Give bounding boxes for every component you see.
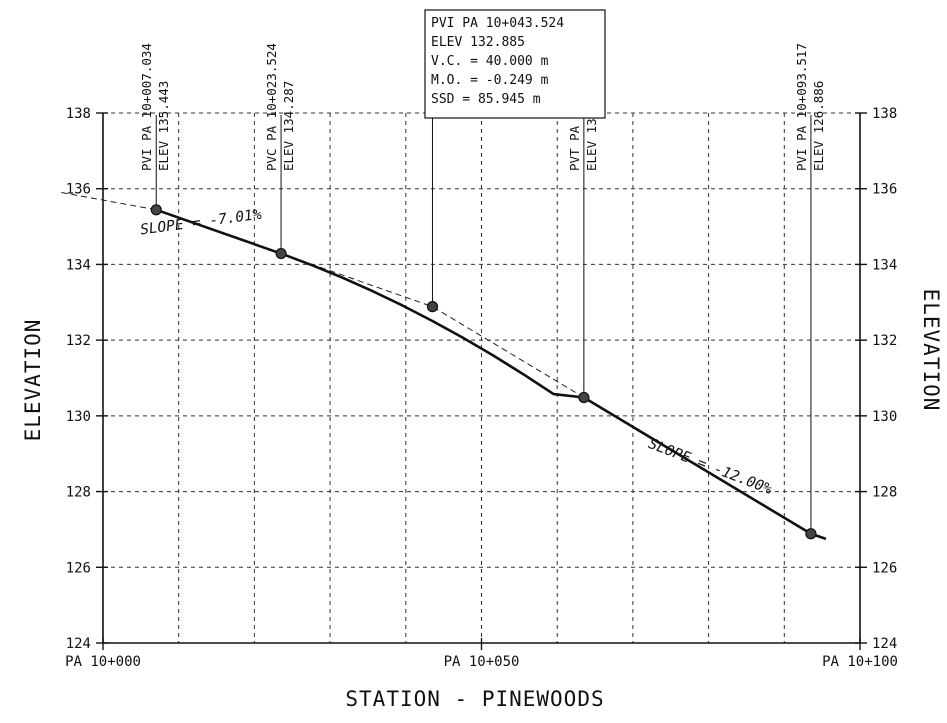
y-tick-label-left: 132 — [66, 333, 91, 349]
y-tick-label-right: 138 — [872, 106, 897, 122]
x-tick-label: PA 10+050 — [444, 654, 520, 670]
y-tick-label-right: 134 — [872, 257, 897, 273]
profile-point-pvc — [275, 247, 287, 260]
y-tick-label-left: 126 — [66, 560, 91, 576]
y-tick-label-right: 136 — [872, 182, 897, 198]
y-tick-label-left: 130 — [66, 409, 91, 425]
x-axis-title: STATION - PINEWOODS — [345, 687, 604, 711]
annotation-elevation: ELEV 126.886 — [811, 81, 826, 171]
annotation-station: PVI PA 10+093.517 — [794, 43, 809, 171]
profile-points — [150, 204, 817, 540]
profile-line — [155, 208, 827, 541]
info-box — [424, 9, 606, 119]
annotation-station: PVC PA 10+023.524 — [264, 43, 279, 171]
grid-lines — [103, 112, 860, 643]
annotation-elevation: ELEV 135.443 — [156, 81, 171, 171]
annotations: PVI PA 10+007.034 ELEV 135.443 PVC PA 10+0… — [139, 9, 826, 534]
profile-lines — [61, 192, 827, 541]
annotation-station: PVI PA 10+007.034 — [139, 43, 154, 171]
profile-point-pvi — [805, 528, 817, 540]
profile-point-pvi — [426, 301, 439, 313]
y-tick-label-right: 132 — [872, 333, 897, 349]
y-tick-label-right: 130 — [872, 409, 897, 425]
info-box-line: ELEV 132.885 — [431, 35, 525, 50]
tangent-line — [61, 192, 823, 538]
info-box-line: SSD = 85.945 m — [431, 92, 541, 107]
x-tick-label: PA 10+000 — [65, 654, 141, 670]
profile-point-pvt — [578, 391, 590, 404]
y-tick-label-right: 124 — [872, 636, 897, 652]
y-tick-label-left: 128 — [66, 485, 91, 501]
info-box-line: PVI PA 10+043.524 — [431, 16, 564, 31]
profile-point-pvi — [150, 204, 162, 216]
y-tick-label-right: 128 — [872, 485, 897, 501]
info-box-line: M.O. = -0.249 m — [431, 73, 549, 88]
y-tick-label-left: 136 — [66, 182, 91, 198]
y-axis-title-right: ELEVATION — [919, 289, 943, 412]
axes — [96, 112, 867, 650]
y-tick-label-left: 134 — [66, 257, 91, 273]
y-tick-label-left: 124 — [66, 636, 91, 652]
info-box-line: V.C. = 40.000 m — [431, 54, 549, 69]
tick-labels: 124 124 126 126 128 128 130 130 132 132 134 134 136 1… — [65, 106, 898, 670]
annotation-elevation: ELEV 134.287 — [281, 81, 296, 171]
y-tick-label-right: 126 — [872, 560, 897, 576]
y-axis-title-left: ELEVATION — [21, 319, 45, 442]
slope-label: SLOPE = -12.00% — [646, 436, 774, 498]
y-tick-label-left: 138 — [66, 106, 91, 122]
x-tick-label: PA 10+100 — [822, 654, 898, 670]
